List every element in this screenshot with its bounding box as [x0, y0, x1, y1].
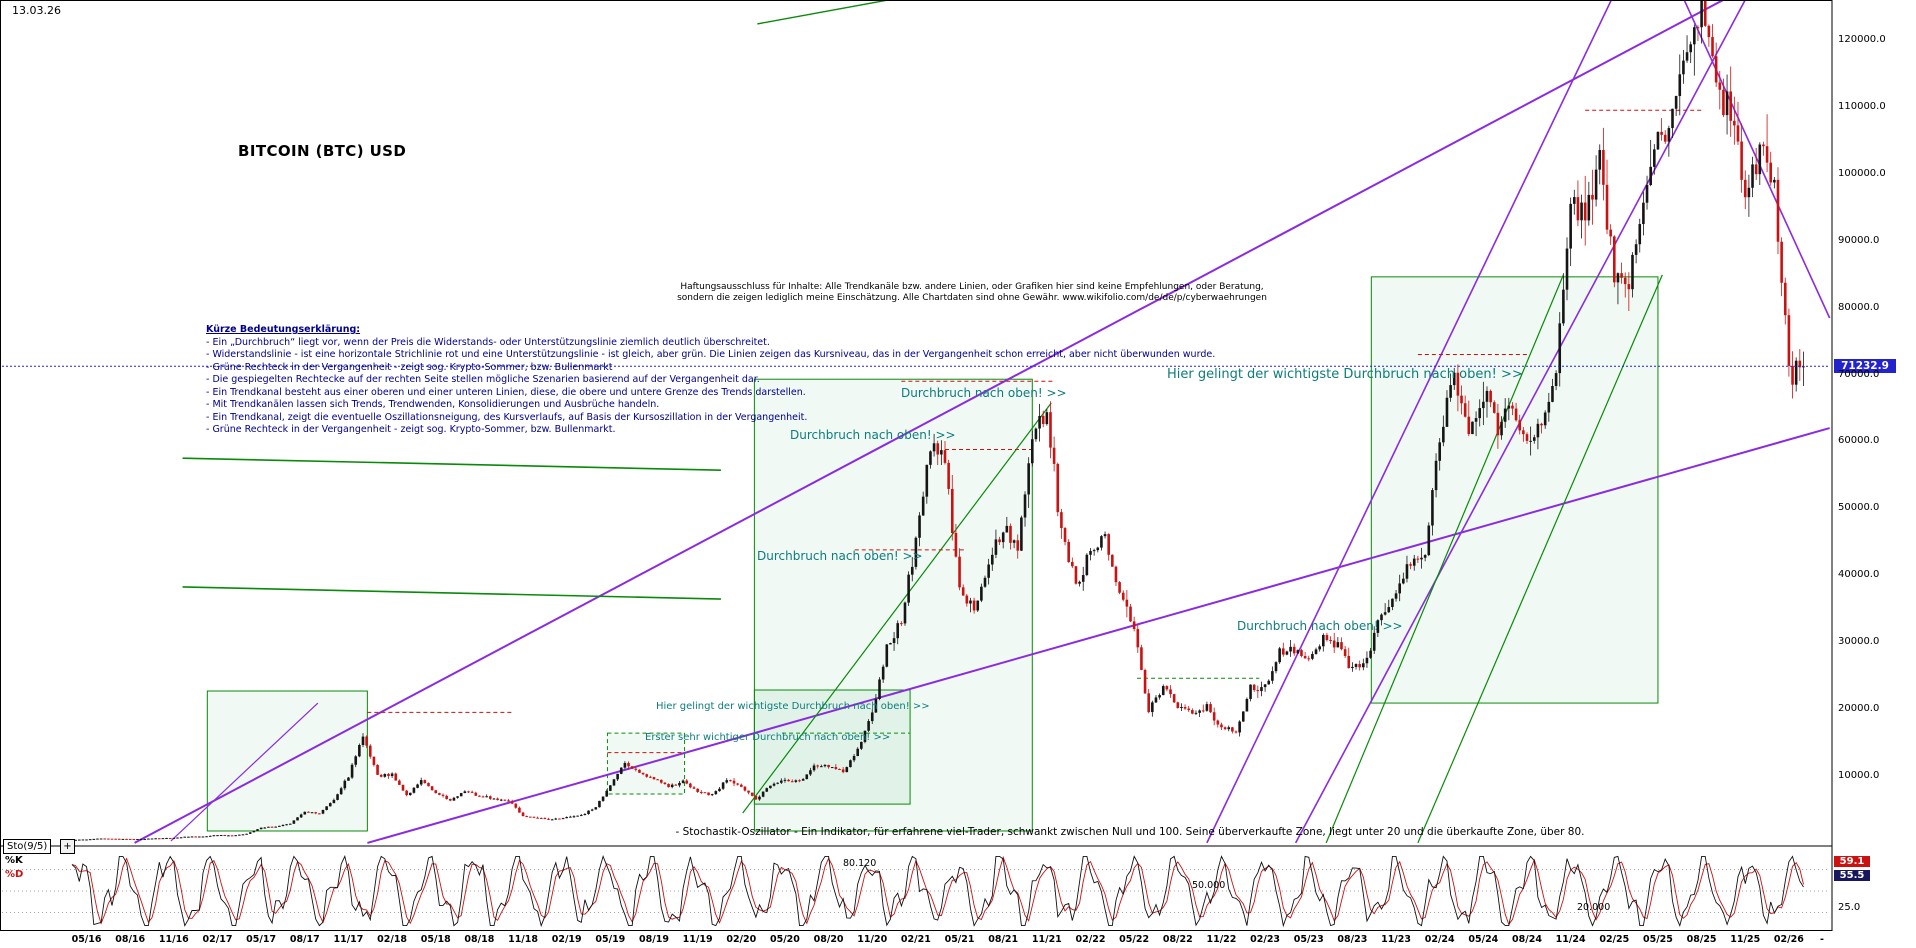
stochastic-indicator-label[interactable]: Sto(9/5) [3, 839, 52, 854]
add-indicator-button[interactable]: + [60, 839, 75, 854]
